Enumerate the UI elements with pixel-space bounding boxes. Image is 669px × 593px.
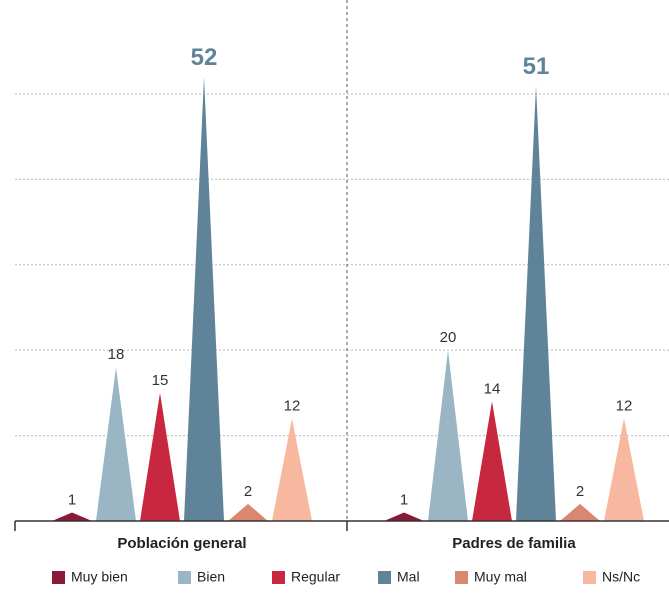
legend-label: Bien [197, 569, 225, 585]
legend-label: Ns/Nc [602, 569, 640, 585]
triangle-bar [140, 392, 180, 521]
legend-label: Mal [397, 569, 420, 585]
data-label: 52 [191, 44, 218, 71]
legend-swatch [583, 571, 596, 584]
triangle-bar [472, 401, 512, 521]
data-label: 14 [484, 380, 501, 397]
data-label: 2 [244, 483, 252, 500]
data-label: 15 [152, 372, 169, 389]
triangle-bar [516, 85, 556, 521]
legend-label: Muy mal [474, 569, 527, 585]
triangle-bar [184, 76, 224, 522]
legend-swatch [272, 571, 285, 584]
legend-swatch [455, 571, 468, 584]
triangle-bar [52, 512, 92, 521]
data-label: 51 [523, 53, 550, 80]
x-tick-label: Padres de familia [452, 535, 576, 552]
data-label: 20 [440, 329, 457, 346]
legend-label: Regular [291, 569, 340, 585]
x-tick-label: Población general [117, 535, 246, 552]
legend-swatch [178, 571, 191, 584]
legend-label: Muy bien [71, 569, 128, 585]
data-label: 12 [616, 397, 633, 414]
triangle-bar [384, 512, 424, 521]
data-label: 12 [284, 397, 301, 414]
data-label: 18 [108, 346, 125, 363]
triangle-bar [560, 503, 600, 521]
triangle-bar [96, 367, 136, 521]
data-label: 1 [68, 491, 76, 508]
legend-swatch [52, 571, 65, 584]
triangle-bar [228, 503, 268, 521]
data-label: 1 [400, 491, 408, 508]
triangle-bar [272, 418, 312, 521]
data-label: 2 [576, 483, 584, 500]
triangle-bar [604, 418, 644, 521]
triangle-bar [428, 350, 468, 521]
legend-swatch [378, 571, 391, 584]
